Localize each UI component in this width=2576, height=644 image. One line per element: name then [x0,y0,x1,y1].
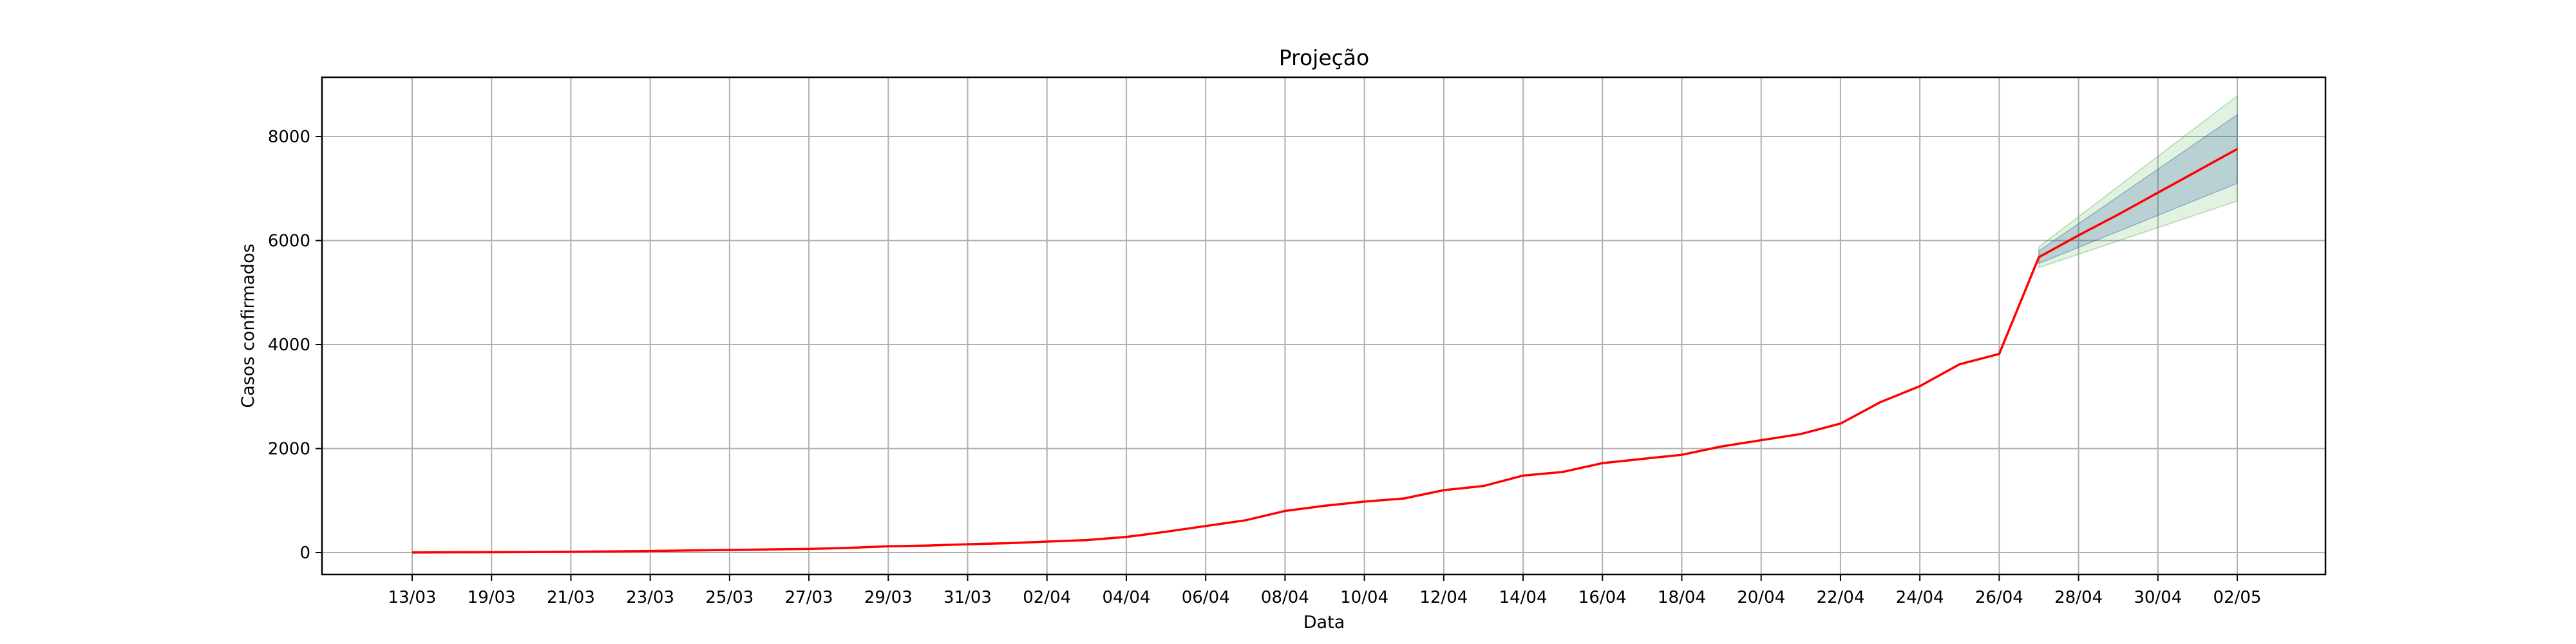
y-tick-label: 2000 [268,440,310,459]
confirmed-cases-line [412,147,2238,554]
x-tick-label: 18/04 [1658,588,1706,607]
grid-lines [322,77,2325,574]
x-tick-label: 10/04 [1340,588,1388,607]
y-tick-label: 0 [299,544,310,563]
x-tick-label: 21/03 [547,588,595,607]
x-tick-label: 24/04 [1896,588,1944,607]
x-tick-label: 14/04 [1499,588,1548,607]
x-tick-label: 12/04 [1419,588,1468,607]
x-tick-label: 25/03 [705,588,753,607]
x-tick-label: 27/03 [785,588,833,607]
x-tick-label: 02/05 [2213,588,2262,607]
y-axis-label: Casos confirmados [238,243,258,408]
x-tick-label: 28/04 [2054,588,2103,607]
confidence-band [2038,95,2238,269]
x-tick-label: 20/04 [1737,588,1785,607]
x-tick-label: 19/03 [468,588,516,607]
x-tick-label: 30/04 [2134,588,2182,607]
x-tick-label: 06/04 [1182,588,1230,607]
x-tick-label: 04/04 [1102,588,1150,607]
x-tick-label: 23/03 [626,588,674,607]
y-axis-ticks: 0 2000 4000 6000 8000 [268,128,322,563]
x-tick-label: 31/03 [943,588,992,607]
x-tick-label: 16/04 [1578,588,1627,607]
data-series [412,147,2238,554]
y-tick-label: 6000 [268,232,310,251]
chart-title: Projeção [1279,45,1369,70]
x-tick-label: 26/04 [1975,588,2023,607]
x-axis-label: Data [1303,612,1345,632]
x-tick-label: 13/03 [388,588,437,607]
x-tick-label: 22/04 [1816,588,1864,607]
y-tick-label: 8000 [268,128,310,147]
x-tick-label: 08/04 [1261,588,1309,607]
y-tick-label: 4000 [268,336,310,355]
confidence-bands [2038,95,2238,269]
x-tick-label: 29/03 [864,588,913,607]
x-axis-ticks: 13/03 19/03 21/03 23/03 25/03 27/03 29/03 31/03… [388,574,2262,607]
plot-frame [321,76,2327,576]
x-tick-label: 02/04 [1023,588,1071,607]
